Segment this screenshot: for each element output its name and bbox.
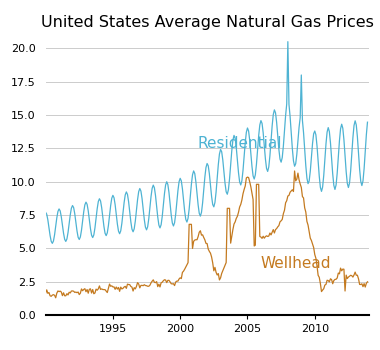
Text: Wellhead: Wellhead <box>261 256 331 271</box>
Title: United States Average Natural Gas Prices: United States Average Natural Gas Prices <box>41 15 374 30</box>
Text: Residential: Residential <box>198 136 282 151</box>
